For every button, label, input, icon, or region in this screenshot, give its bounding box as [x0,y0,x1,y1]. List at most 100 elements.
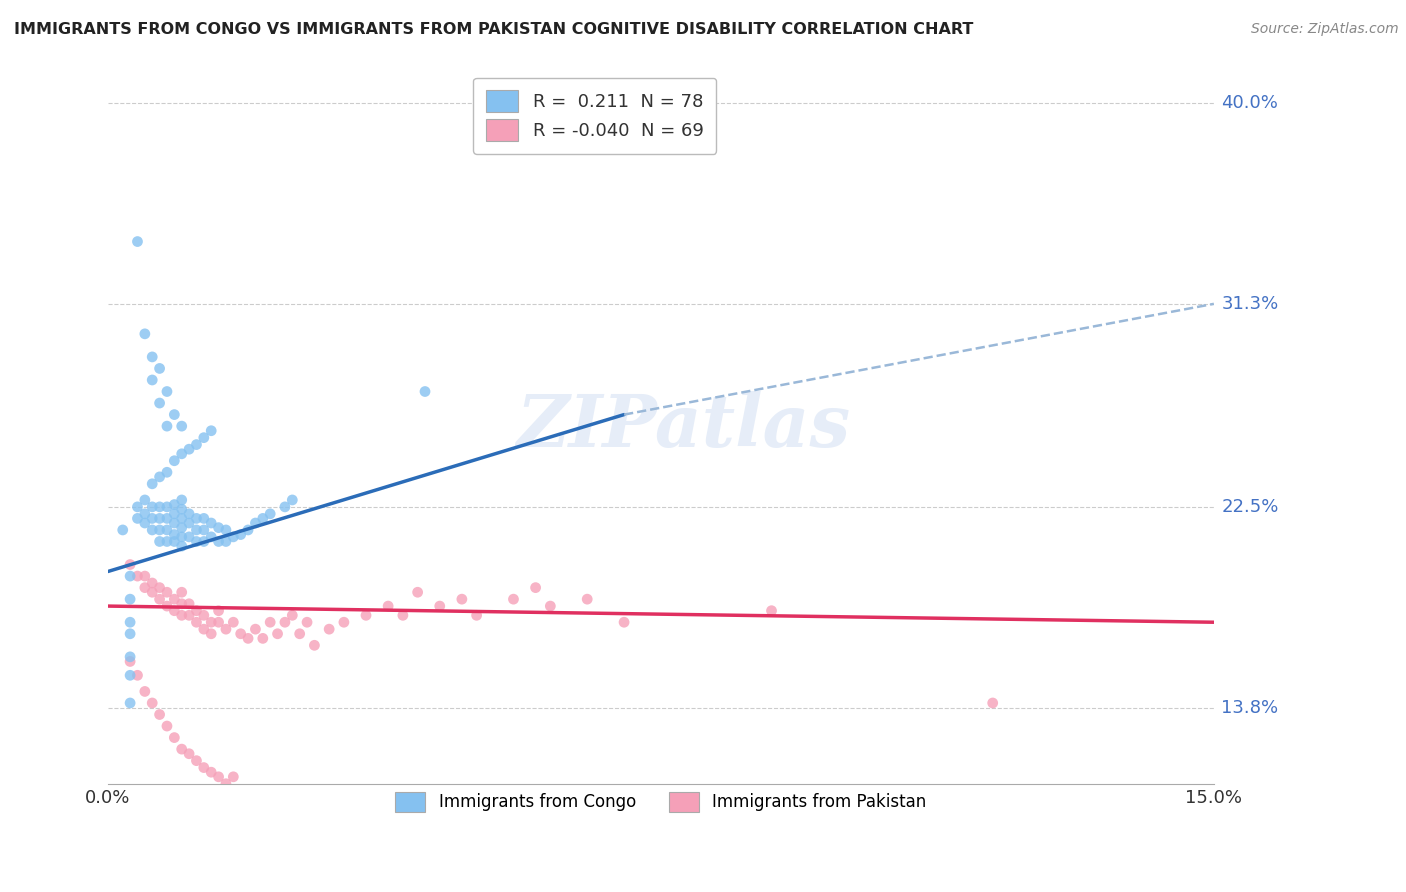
Point [576,592,599,607]
Point [141,350,163,364]
Point [354,608,377,623]
Point [222,615,245,630]
Point [156,419,179,434]
Point [413,384,436,399]
Point [170,530,193,544]
Point [288,627,311,641]
Point [200,627,222,641]
Point [177,747,200,761]
Point [333,615,356,630]
Point [170,447,193,461]
Point [163,604,186,618]
Point [163,516,186,530]
Point [392,608,415,623]
Point [149,523,172,537]
Point [120,655,142,669]
Point [465,608,488,623]
Point [200,424,222,438]
Point [304,638,326,652]
Point [170,539,193,553]
Point [120,627,142,641]
Point [207,770,229,784]
Point [193,431,215,445]
Text: IMMIGRANTS FROM CONGO VS IMMIGRANTS FROM PAKISTAN COGNITIVE DISABILITY CORRELATI: IMMIGRANTS FROM CONGO VS IMMIGRANTS FROM… [14,22,973,37]
Point [134,684,156,698]
Point [377,599,399,613]
Point [170,492,193,507]
Point [236,632,259,646]
Point [149,361,172,376]
Point [149,707,172,722]
Point [215,534,238,549]
Text: 40.0%: 40.0% [1222,95,1278,112]
Point [524,581,547,595]
Point [274,615,297,630]
Point [295,615,318,630]
Point [177,507,200,521]
Point [502,592,524,607]
Point [156,523,179,537]
Point [215,622,238,636]
Point [134,516,156,530]
Point [120,696,142,710]
Point [186,604,208,618]
Point [127,668,149,682]
Point [281,492,304,507]
Point [252,632,274,646]
Point [200,615,222,630]
Text: 13.8%: 13.8% [1222,698,1278,716]
Point [163,498,186,512]
Point [186,754,208,768]
Point [156,500,179,514]
Point [193,534,215,549]
Point [177,516,200,530]
Point [149,581,172,595]
Point [177,530,200,544]
Point [134,569,156,583]
Point [163,731,186,745]
Point [134,507,156,521]
Point [200,516,222,530]
Point [200,530,222,544]
Point [207,521,229,535]
Point [163,454,186,468]
Point [127,511,149,525]
Point [170,521,193,535]
Point [186,615,208,630]
Legend: Immigrants from Congo, Immigrants from Pakistan: Immigrants from Congo, Immigrants from P… [382,779,941,825]
Point [127,235,149,249]
Point [186,534,208,549]
Point [156,585,179,599]
Point [134,581,156,595]
Text: ZIPatlas: ZIPatlas [516,391,851,462]
Point [761,604,783,618]
Point [120,592,142,607]
Point [134,326,156,341]
Point [318,622,340,636]
Point [429,599,451,613]
Point [141,696,163,710]
Point [177,597,200,611]
Point [163,408,186,422]
Point [120,615,142,630]
Point [222,530,245,544]
Point [193,511,215,525]
Point [200,765,222,780]
Point [163,527,186,541]
Point [245,516,267,530]
Point [193,622,215,636]
Point [120,569,142,583]
Point [156,465,179,479]
Point [222,770,245,784]
Point [141,373,163,387]
Point [163,507,186,521]
Point [170,502,193,516]
Point [207,604,229,618]
Point [981,696,1004,710]
Point [156,384,179,399]
Point [156,719,179,733]
Point [451,592,474,607]
Point [281,608,304,623]
Point [141,523,163,537]
Point [141,511,163,525]
